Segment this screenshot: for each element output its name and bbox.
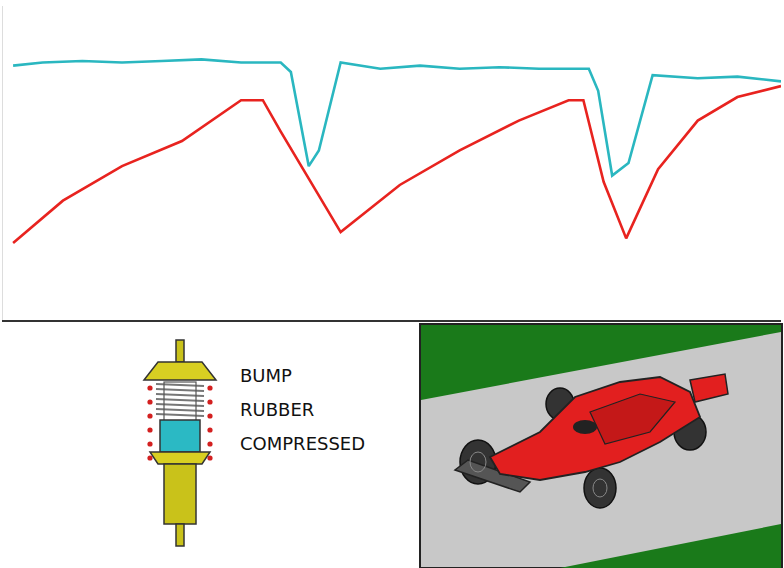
svg-text:COMPRESSED: COMPRESSED <box>240 433 365 454</box>
svg-text:BUMP: BUMP <box>240 365 292 386</box>
svg-text:RUBBER: RUBBER <box>240 399 314 420</box>
